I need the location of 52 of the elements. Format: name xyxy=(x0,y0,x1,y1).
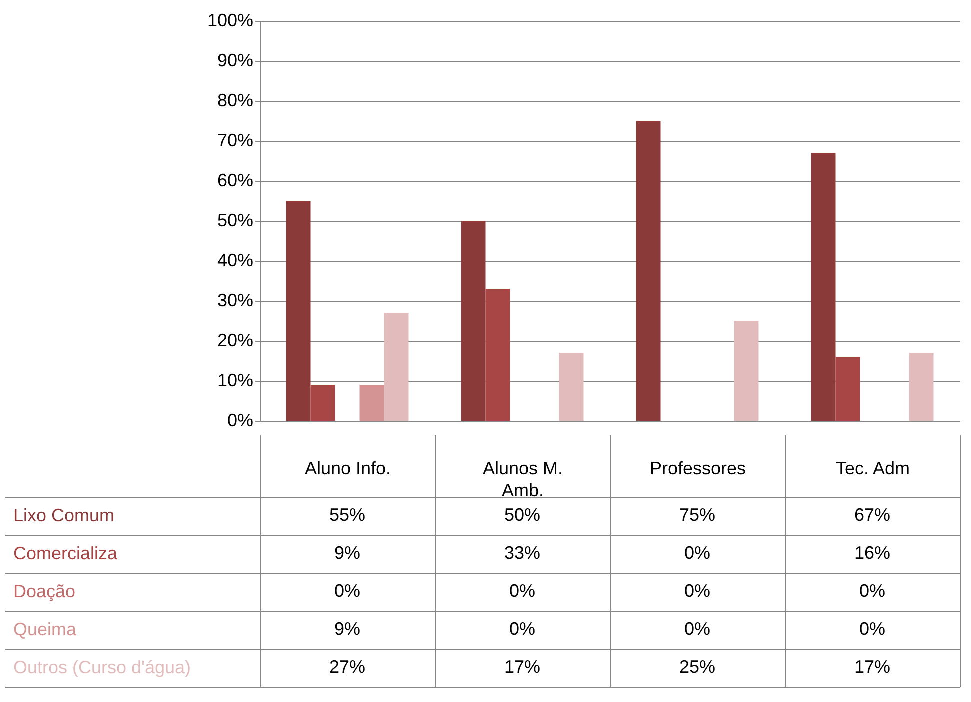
y-tick-label: 60% xyxy=(217,170,254,190)
y-tick-label: 20% xyxy=(217,330,254,350)
y-tick-label: 30% xyxy=(217,290,254,310)
bar xyxy=(811,153,836,421)
bar xyxy=(909,353,934,421)
data-label: 0% xyxy=(334,581,361,601)
data-label: 9% xyxy=(334,543,361,563)
bar xyxy=(461,221,486,421)
y-tick-label: 40% xyxy=(217,250,254,270)
data-label: 16% xyxy=(854,543,891,563)
y-tick-label: 90% xyxy=(217,50,254,70)
y-tick-label: 100% xyxy=(207,10,254,30)
data-label: 0% xyxy=(509,581,536,601)
bar xyxy=(310,385,336,421)
data-label: 25% xyxy=(679,657,716,677)
data-label: 0% xyxy=(684,543,711,563)
data-label: 0% xyxy=(859,619,886,639)
x-tick-label: Professores xyxy=(650,458,746,478)
data-label: 17% xyxy=(504,657,541,677)
y-tick-label: 80% xyxy=(217,90,254,110)
data-label: 0% xyxy=(684,619,711,639)
x-tick-label: Tec. Adm xyxy=(836,458,910,478)
text: Queima xyxy=(14,620,78,640)
data-label: 0% xyxy=(684,581,711,601)
bar xyxy=(384,313,409,421)
y-tick-label: 0% xyxy=(227,410,254,430)
bar xyxy=(286,201,311,421)
data-label: 9% xyxy=(334,619,361,639)
x-tick-label: Alunos M. Amb. xyxy=(482,458,564,500)
bar xyxy=(360,385,384,421)
legend-label: Doação xyxy=(14,582,76,602)
data-label: 27% xyxy=(329,657,366,677)
text: Lixo Comum xyxy=(14,506,115,526)
bar xyxy=(836,357,860,421)
text: Outros (Curso d'água) xyxy=(14,658,192,678)
text: Comercializa xyxy=(14,544,119,564)
bar xyxy=(486,289,510,421)
bar xyxy=(734,321,759,421)
data-label: 67% xyxy=(854,505,891,525)
data-label: 75% xyxy=(679,505,716,525)
data-label: 17% xyxy=(854,657,891,677)
data-label: 33% xyxy=(504,543,541,563)
bar xyxy=(559,353,584,421)
data-label: 0% xyxy=(509,619,536,639)
x-tick-label: Aluno Info. xyxy=(304,458,392,478)
data-label: 0% xyxy=(859,581,886,601)
y-tick-label: 10% xyxy=(217,370,254,390)
bar xyxy=(636,121,661,421)
data-label: 50% xyxy=(504,505,541,525)
y-tick-label: 70% xyxy=(217,130,254,150)
data-label: 55% xyxy=(329,505,366,525)
y-tick-label: 50% xyxy=(217,210,254,230)
